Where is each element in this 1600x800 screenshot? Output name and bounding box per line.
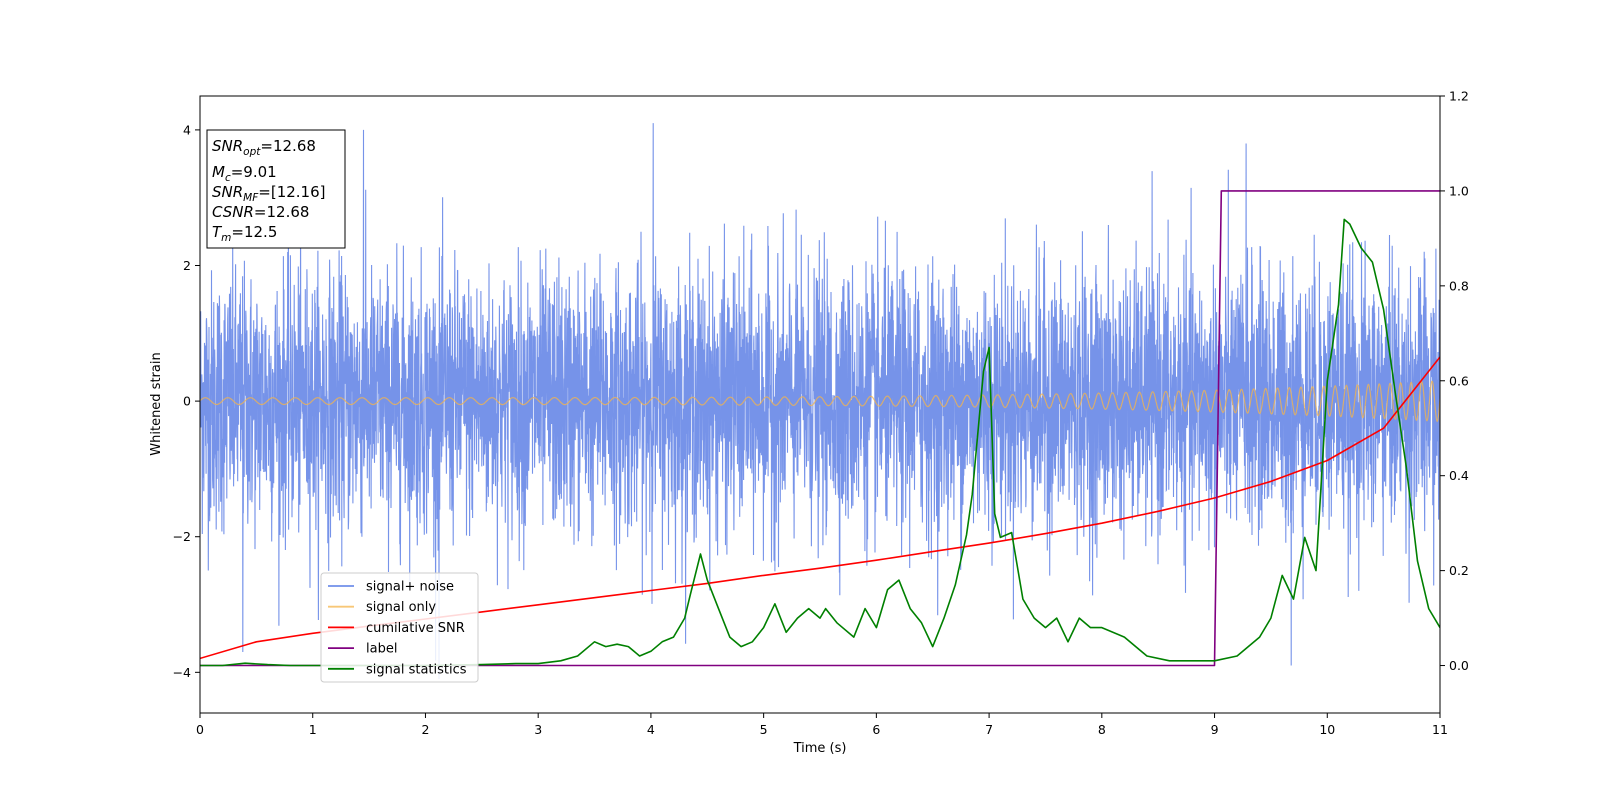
legend-label: signal only	[366, 600, 436, 615]
series-label	[200, 190, 1440, 667]
y-left-tick-label: −2	[173, 529, 191, 544]
annotation-line: CSNR=12.68	[212, 203, 309, 221]
annotation-box: SNRopt=12.68 Mc=9.01SNRMF=[12.16]CSNR=12.…	[206, 129, 346, 249]
legend-label: signal statistics	[366, 662, 467, 677]
y-left-tick-label: −4	[173, 665, 191, 680]
x-tick-label: 1	[309, 722, 317, 737]
y-right-tick-label: 1.0	[1449, 183, 1469, 198]
annotation-frame	[206, 129, 346, 249]
y-left-tick-label: 2	[183, 258, 191, 273]
x-tick-label: 8	[1098, 722, 1106, 737]
series-signal-noise	[200, 123, 1440, 680]
legend: signal+ noise signal only cumilative SNR la…	[320, 572, 479, 683]
y-left-tick-label: 0	[183, 394, 191, 409]
x-tick-label: 5	[760, 722, 768, 737]
y-left-tick-label: 4	[183, 122, 191, 137]
x-tick-label: 6	[872, 722, 880, 737]
x-tick-label: 0	[196, 722, 204, 737]
y-right-tick-label: 0.6	[1449, 373, 1469, 388]
y-right-tick-label: 1.2	[1449, 89, 1469, 104]
x-tick-label: 9	[1211, 722, 1219, 737]
y-right-tick-label: 0.0	[1449, 658, 1469, 673]
annotation-line: SNRopt=12.68	[212, 137, 316, 158]
x-tick-label: 10	[1319, 722, 1335, 737]
y-right-tick-label: 0.2	[1449, 563, 1469, 578]
x-tick-label: 7	[985, 722, 993, 737]
legend-label: signal+ noise	[366, 580, 454, 595]
plot-frame	[199, 95, 1441, 714]
annotation-line: SNRMF=[12.16]	[212, 183, 326, 204]
series-signal-only	[200, 380, 1440, 423]
annotation-line: Tm=12.5	[212, 223, 277, 244]
x-axis-label: Time (s)	[793, 741, 847, 756]
ticks-layer: 0 1 2 3 4 5 6 7 8 9 10 11 −4 −2 0 2 4 0.0 0.2 0.4 0.6 0.8 1.0 1…	[173, 89, 1469, 738]
x-tick-label: 2	[421, 722, 429, 737]
legend-label: label	[366, 642, 397, 657]
x-tick-label: 3	[534, 722, 542, 737]
y-axis-label-left: Whitened strain	[149, 352, 164, 455]
legend-frame	[320, 572, 479, 683]
legend-label: cumilative SNR	[366, 621, 465, 636]
x-tick-label: 4	[647, 722, 655, 737]
x-tick-label: 11	[1432, 722, 1448, 737]
y-right-tick-label: 0.8	[1449, 278, 1469, 293]
series-signal-statistics	[200, 218, 1440, 667]
annotation-line: Mc=9.01	[212, 163, 277, 184]
y-right-tick-label: 0.4	[1449, 468, 1469, 483]
